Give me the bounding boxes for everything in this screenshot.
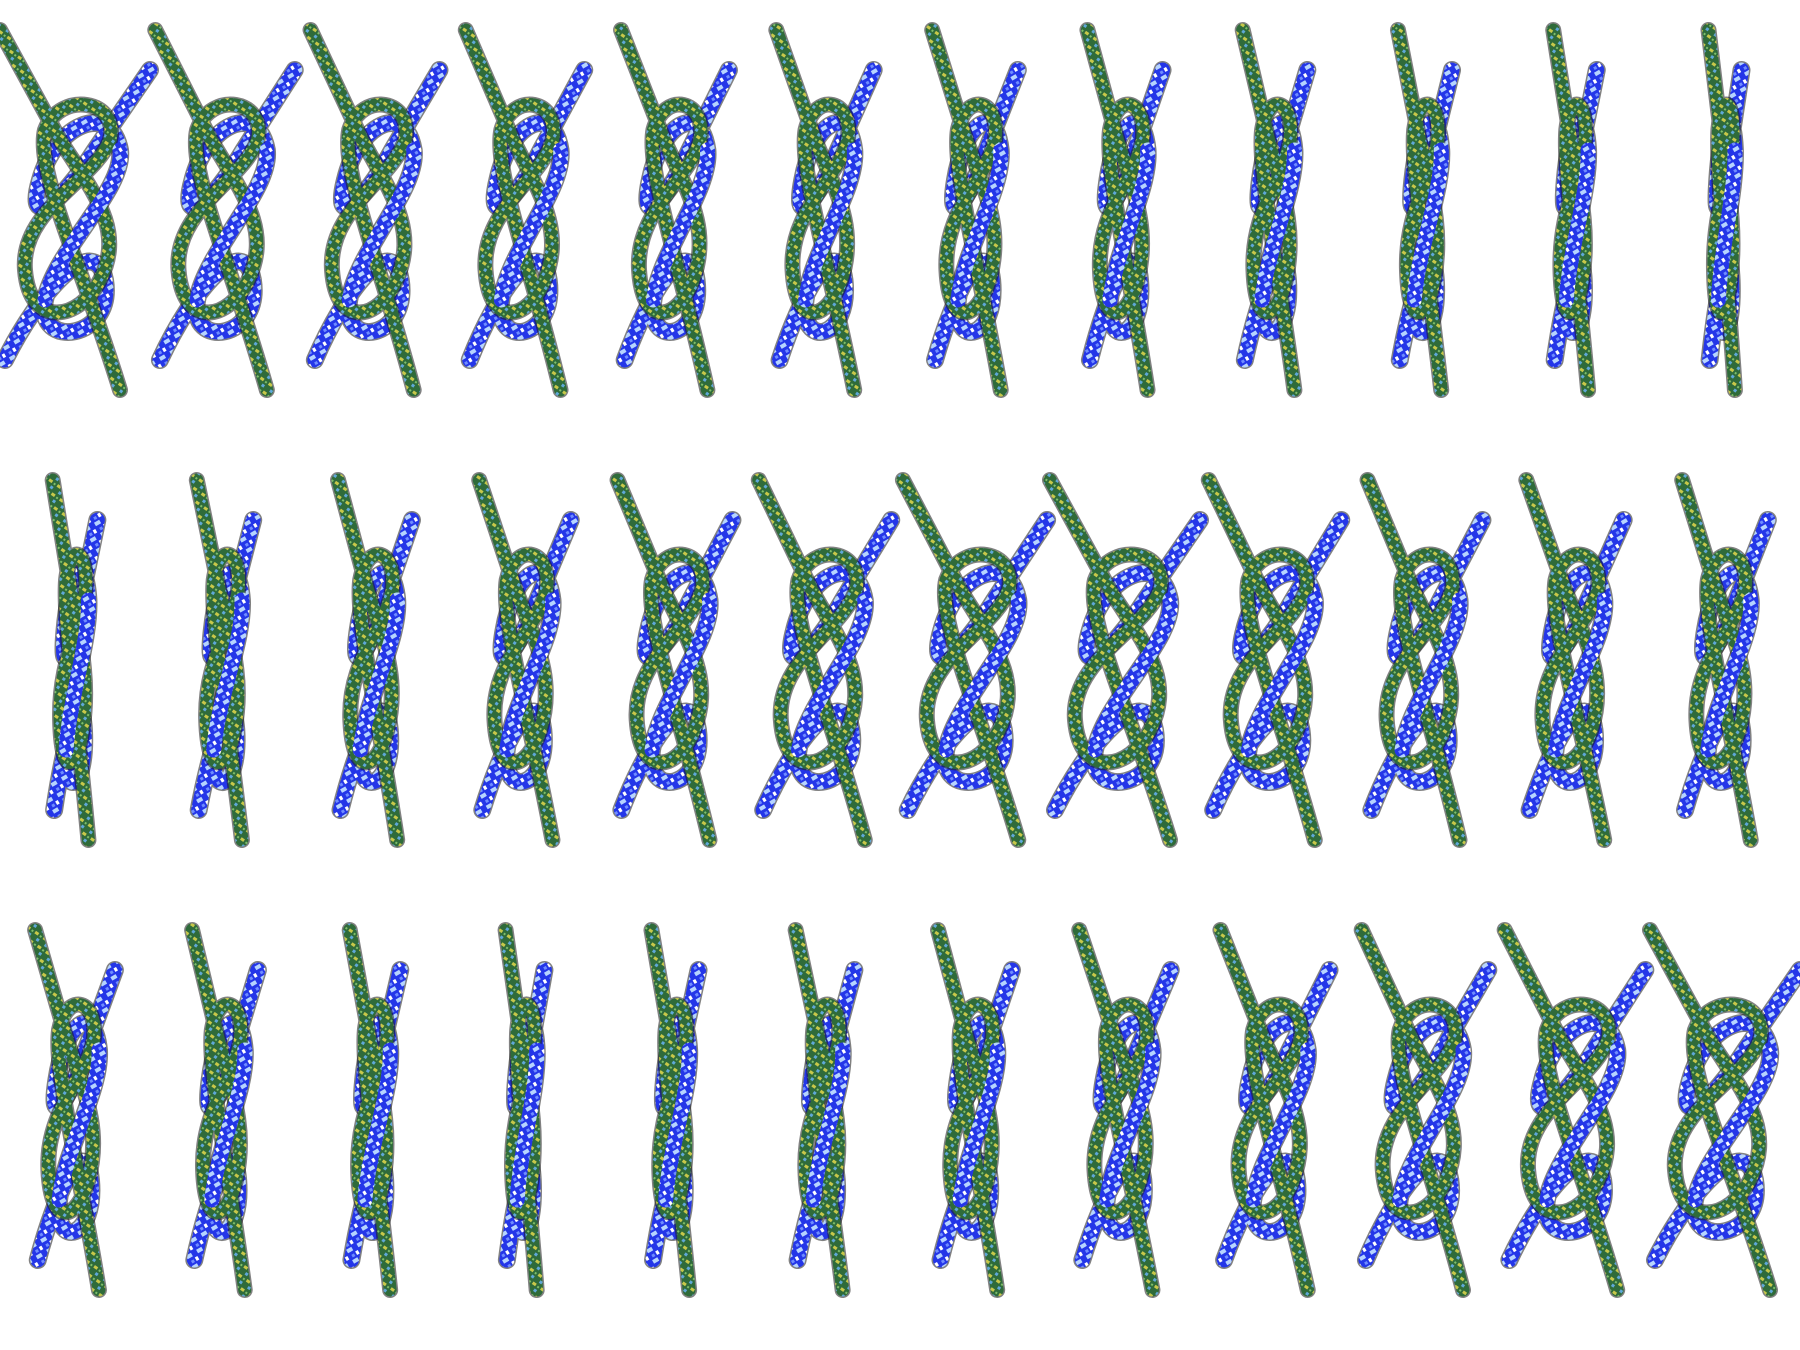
blue-rope-strand bbox=[1055, 520, 1200, 810]
knot-frame-r2-c7 bbox=[1050, 930, 1200, 1350]
knot-frame-r0-c1 bbox=[150, 30, 300, 450]
knot-frame-r1-c1 bbox=[150, 480, 300, 900]
knot-frame-r0-c8 bbox=[1200, 30, 1350, 450]
blue-rope-strand bbox=[315, 70, 440, 360]
blue-rope-strand bbox=[1366, 970, 1488, 1260]
blue-rope-strand bbox=[1213, 520, 1341, 810]
knot-frame-r2-c1 bbox=[150, 930, 300, 1350]
blue-rope-strand bbox=[1224, 970, 1329, 1260]
blue-rope-strand bbox=[1509, 970, 1645, 1260]
knot-frame-r1-c3 bbox=[450, 480, 600, 900]
blue-rope-strand bbox=[5, 70, 150, 360]
knot-frame-r1-c6 bbox=[900, 480, 1050, 900]
blue-rope-strand bbox=[625, 70, 729, 360]
knot-frame-r1-c10 bbox=[1500, 480, 1650, 900]
knot-frame-r1-c2 bbox=[300, 480, 450, 900]
blue-rope-strand bbox=[1655, 970, 1800, 1260]
knot-frame-r1-c7 bbox=[1050, 480, 1200, 900]
blue-rope-strand bbox=[470, 70, 584, 360]
knot-frame-r0-c9 bbox=[1350, 30, 1500, 450]
knot-frame-r0-c4 bbox=[600, 30, 750, 450]
knot-frame-r0-c7 bbox=[1050, 30, 1200, 450]
knot-frame-r1-c5 bbox=[750, 480, 900, 900]
knot-frame-r1-c9 bbox=[1350, 480, 1500, 900]
knot-frame-r1-c11 bbox=[1650, 480, 1800, 900]
knot-frame-r2-c10 bbox=[1500, 930, 1650, 1350]
knot-frame-r2-c5 bbox=[750, 930, 900, 1350]
knot-frame-r2-c11 bbox=[1650, 930, 1800, 1350]
knot-frame-r2-c3 bbox=[450, 930, 600, 1350]
knot-frame-r2-c8 bbox=[1200, 930, 1350, 1350]
knot-frame-r0-c0 bbox=[0, 30, 150, 450]
knot-frame-r0-c10 bbox=[1500, 30, 1650, 450]
knot-frame-r2-c9 bbox=[1350, 930, 1500, 1350]
knot-frame-r1-c8 bbox=[1200, 480, 1350, 900]
knot-frame-r0-c11 bbox=[1650, 30, 1800, 450]
knot-frame-r1-c4 bbox=[600, 480, 750, 900]
knot-frame-r1-c0 bbox=[0, 480, 150, 900]
knot-frame-r0-c3 bbox=[450, 30, 600, 450]
blue-rope-strand bbox=[621, 520, 732, 810]
knot-frame-r0-c6 bbox=[900, 30, 1050, 450]
knot-frame-r0-c5 bbox=[750, 30, 900, 450]
blue-rope-strand bbox=[908, 520, 1047, 810]
blue-rope-strand bbox=[1371, 520, 1482, 810]
knot-frame-r2-c6 bbox=[900, 930, 1050, 1350]
blue-rope-strand bbox=[160, 70, 295, 360]
knot-frame-r2-c0 bbox=[0, 930, 150, 1350]
knot-frame-r2-c2 bbox=[300, 930, 450, 1350]
knot-frame-r2-c4 bbox=[600, 930, 750, 1350]
knot-frame-r0-c2 bbox=[300, 30, 450, 450]
blue-rope-strand bbox=[763, 520, 891, 810]
